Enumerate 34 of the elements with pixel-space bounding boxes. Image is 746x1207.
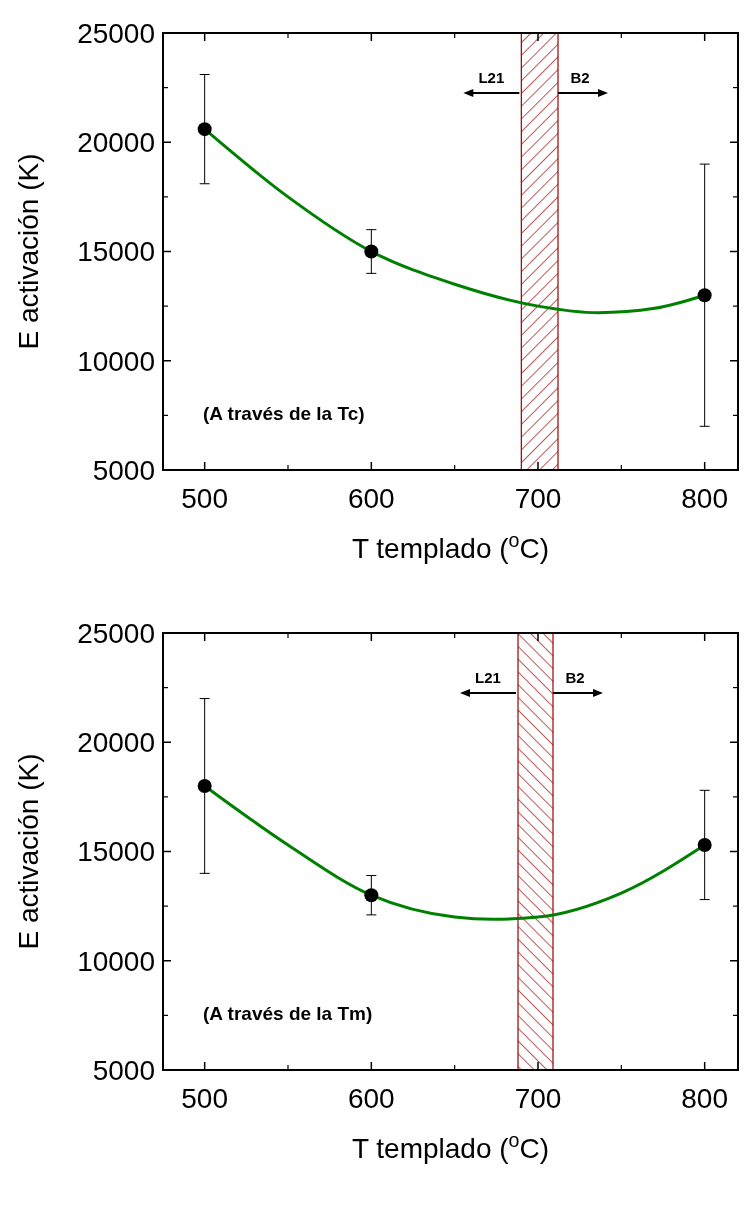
point	[197, 778, 212, 793]
y-tick-label: 20000	[77, 127, 155, 159]
x-tick-label: 800	[681, 483, 729, 514]
y-tick-label: 15000	[77, 236, 155, 268]
annotation: B2	[565, 669, 585, 686]
y-axis-title: E activación (K)	[13, 753, 44, 950]
point	[697, 837, 712, 852]
point	[697, 288, 712, 303]
point	[197, 122, 212, 137]
x-axis-title: T templado ($^{o}$C)	[351, 1129, 550, 1164]
annotation: L21	[478, 69, 505, 86]
point	[364, 888, 379, 903]
x-tick-label: 500	[181, 1083, 229, 1114]
annotation: B2	[570, 69, 590, 86]
y-tick-label: 5000	[92, 1054, 155, 1086]
annotation: (A través de la Tc)	[203, 403, 365, 424]
y-tick-label: 10000	[77, 945, 155, 977]
annotation: (A través de la Tm)	[203, 1003, 373, 1024]
y-tick-label: 5000	[92, 454, 155, 486]
x-tick-label: 700	[514, 483, 562, 514]
y-tick-label: 15000	[77, 836, 155, 868]
y-tick-label: 25000	[77, 617, 155, 649]
x-tick-label: 600	[347, 1083, 395, 1114]
y-tick-label: 25000	[77, 17, 155, 49]
x-tick-label: 800	[681, 1083, 729, 1114]
y-axis-title: E activación (K)	[13, 153, 44, 350]
x-tick-label: 600	[347, 483, 395, 514]
x-axis-title: T templado ($^{o}$C)	[351, 529, 550, 564]
annotation: L21	[475, 669, 501, 686]
y-tick-label: 20000	[77, 727, 155, 759]
x-tick-label: 700	[514, 1083, 562, 1114]
x-tick-label: 500	[181, 483, 229, 514]
y-tick-label: 10000	[77, 345, 155, 377]
point	[364, 244, 379, 259]
